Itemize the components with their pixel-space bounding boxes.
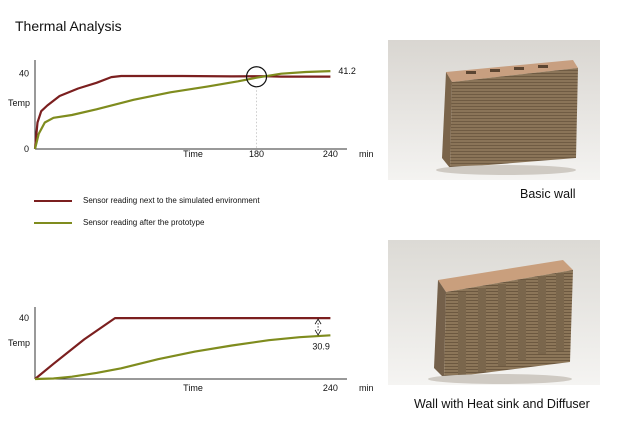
chart-basic-wall: 0 40 Temp Time 180 240 min 41.2 (8, 60, 374, 159)
y-tick-label: 0 (24, 144, 29, 154)
y-axis-label: Temp (8, 98, 30, 108)
x-tick-label: 240 (323, 149, 338, 159)
legend-swatch-prototype (34, 221, 72, 224)
caption-basic-wall: Basic wall (520, 187, 576, 201)
legend-label-prototype: Sensor reading after the prototype (83, 218, 205, 227)
page-title: Thermal Analysis (15, 18, 122, 34)
chart-heat-sink-wall: 40 Temp Time 240 min 30.9 (8, 307, 374, 393)
y-tick-label: 40 (19, 313, 29, 323)
x-unit-label: min (359, 149, 374, 159)
photo-heat-sink-wall (388, 240, 600, 385)
photo-basic-wall (388, 40, 600, 180)
y-axis-label: Temp (8, 338, 30, 348)
difference-arrow-head-top (314, 318, 322, 325)
y-tick-label: 40 (19, 68, 29, 78)
legend-item-environment: Sensor reading next to the simulated env… (34, 196, 260, 205)
series-line-environment (34, 317, 331, 380)
x-axis-label: Time (183, 149, 203, 159)
x-tick-label: 240 (323, 383, 338, 393)
series-line-environment (33, 74, 331, 150)
legend-item-prototype: Sensor reading after the prototype (34, 218, 204, 227)
series-line-prototype (33, 70, 331, 150)
difference-value-label: 30.9 (312, 341, 330, 351)
x-axis-label: Time (183, 383, 203, 393)
series-line-prototype (34, 334, 331, 381)
end-value-label: 41.2 (338, 66, 356, 76)
x-unit-label: min (359, 383, 374, 393)
legend-swatch-environment (34, 199, 72, 202)
legend-label-environment: Sensor reading next to the simulated env… (83, 196, 260, 205)
caption-heat-sink-wall: Wall with Heat sink and Diffuser (414, 397, 590, 411)
x-tick-label: 180 (249, 149, 264, 159)
difference-arrow-head-bottom (314, 329, 322, 336)
